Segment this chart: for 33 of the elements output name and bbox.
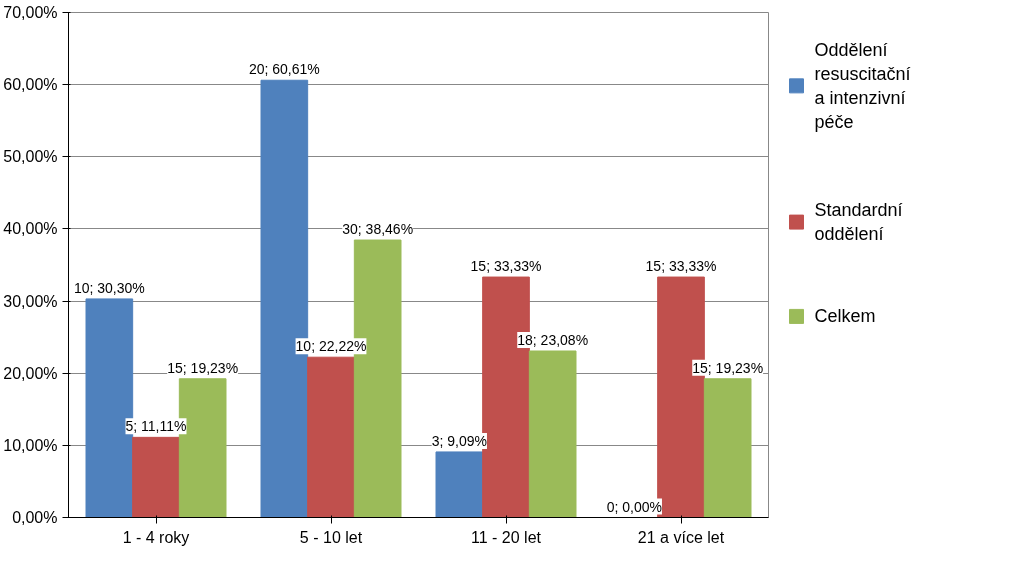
data-label: 10; 30,30% xyxy=(73,279,145,296)
x-tick-label: 1 - 4 roky xyxy=(122,528,190,546)
bar xyxy=(435,451,484,518)
data-label: 30; 38,46% xyxy=(342,221,414,238)
y-tick-label: 30,00% xyxy=(3,292,58,310)
data-label: 15; 19,23% xyxy=(692,359,764,376)
data-label: 10; 22,22% xyxy=(295,338,367,355)
x-tick-label: 5 - 10 let xyxy=(299,528,363,546)
data-label: 0; 0,00% xyxy=(606,498,662,515)
y-tick-label: 70,00% xyxy=(3,4,58,21)
x-tick-label: 11 - 20 let xyxy=(471,528,542,546)
y-tick-label: 40,00% xyxy=(3,220,58,238)
legend-label: Celkem xyxy=(814,306,876,327)
data-label: 15; 33,33% xyxy=(645,258,717,275)
bar xyxy=(703,378,752,518)
data-label: 5; 11,11% xyxy=(125,418,187,435)
x-tick-label: 21 a více let xyxy=(637,528,725,546)
y-tick-label: 10,00% xyxy=(3,436,58,454)
bar xyxy=(85,298,134,518)
data-label: 18; 23,08% xyxy=(517,331,589,348)
y-tick-label: 60,00% xyxy=(3,76,58,94)
data-label: 3; 9,09% xyxy=(431,432,487,449)
bar xyxy=(132,436,180,518)
legend-label: Oddělení resuscitační a intenzivní péče xyxy=(814,39,911,132)
y-tick-label: 50,00% xyxy=(3,148,58,166)
y-tick-label: 20,00% xyxy=(3,364,58,382)
bar xyxy=(528,350,577,518)
data-label: 20; 60,61% xyxy=(248,61,320,78)
y-tick-label: 0,00% xyxy=(12,509,58,526)
data-label: 15; 19,23% xyxy=(167,359,239,376)
legend-label: Standardní oddělení xyxy=(814,200,903,245)
data-label: 15; 33,33% xyxy=(470,258,542,275)
bar xyxy=(307,356,355,518)
